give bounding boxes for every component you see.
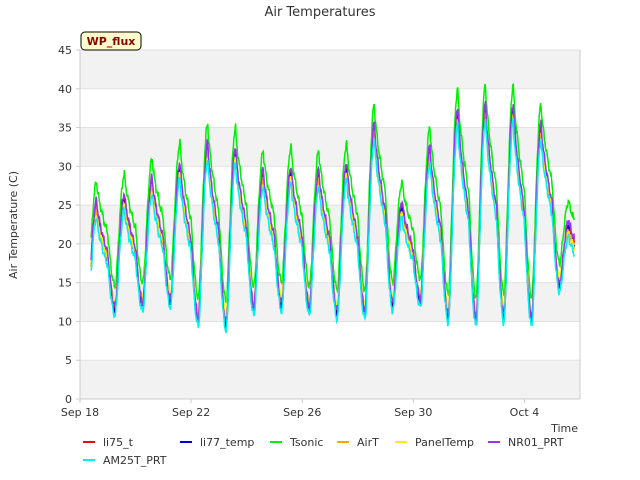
legend-label: Tsonic bbox=[289, 436, 323, 449]
x-tick-label: Sep 18 bbox=[61, 406, 99, 419]
grid-band bbox=[80, 360, 580, 399]
legend-label: li77_temp bbox=[200, 436, 254, 449]
legend-label: PanelTemp bbox=[415, 436, 474, 449]
y-tick-label: 10 bbox=[58, 315, 72, 328]
x-axis-label: Time bbox=[550, 422, 578, 435]
x-tick-label: Sep 26 bbox=[283, 406, 321, 419]
y-tick-label: 15 bbox=[58, 277, 72, 290]
y-tick-label: 40 bbox=[58, 83, 72, 96]
y-axis-label: Air Temperature (C) bbox=[7, 171, 20, 279]
legend-label: AM25T_PRT bbox=[103, 454, 167, 467]
chart-title: Air Temperatures bbox=[264, 5, 375, 20]
y-tick-label: 20 bbox=[58, 238, 72, 251]
x-tick-label: Sep 30 bbox=[394, 406, 432, 419]
y-tick-label: 5 bbox=[65, 354, 72, 367]
legend-label: li75_t bbox=[103, 436, 134, 449]
y-tick-label: 0 bbox=[65, 393, 72, 406]
series-layer bbox=[90, 82, 576, 334]
y-tick-label: 45 bbox=[58, 44, 72, 57]
legend-label: AirT bbox=[357, 436, 379, 449]
grid-band bbox=[80, 50, 580, 89]
y-tick-label: 25 bbox=[58, 199, 72, 212]
legend: li75_t li77_temp Tsonic AirT PanelTemp NR01_P… bbox=[83, 436, 564, 467]
series-line-am25t-prt bbox=[90, 118, 575, 334]
x-tick-label: Sep 22 bbox=[172, 406, 210, 419]
axes bbox=[79, 50, 581, 400]
grid-band bbox=[80, 127, 580, 167]
grid-band bbox=[80, 282, 580, 322]
y-tick-labels: 0 5 10 15 20 25 30 35 40 45 bbox=[58, 44, 80, 406]
site-badge: WP_flux bbox=[80, 31, 142, 51]
legend-label: NR01_PRT bbox=[508, 436, 564, 449]
site-badge-label: WP_flux bbox=[87, 35, 136, 48]
y-tick-label: 30 bbox=[58, 160, 72, 173]
x-tick-label: Oct 4 bbox=[510, 406, 540, 419]
y-tick-label: 35 bbox=[58, 122, 72, 135]
x-tick-labels: Sep 18 Sep 22 Sep 26 Sep 30 Oct 4 bbox=[61, 399, 539, 419]
site-badge-box bbox=[80, 31, 142, 51]
